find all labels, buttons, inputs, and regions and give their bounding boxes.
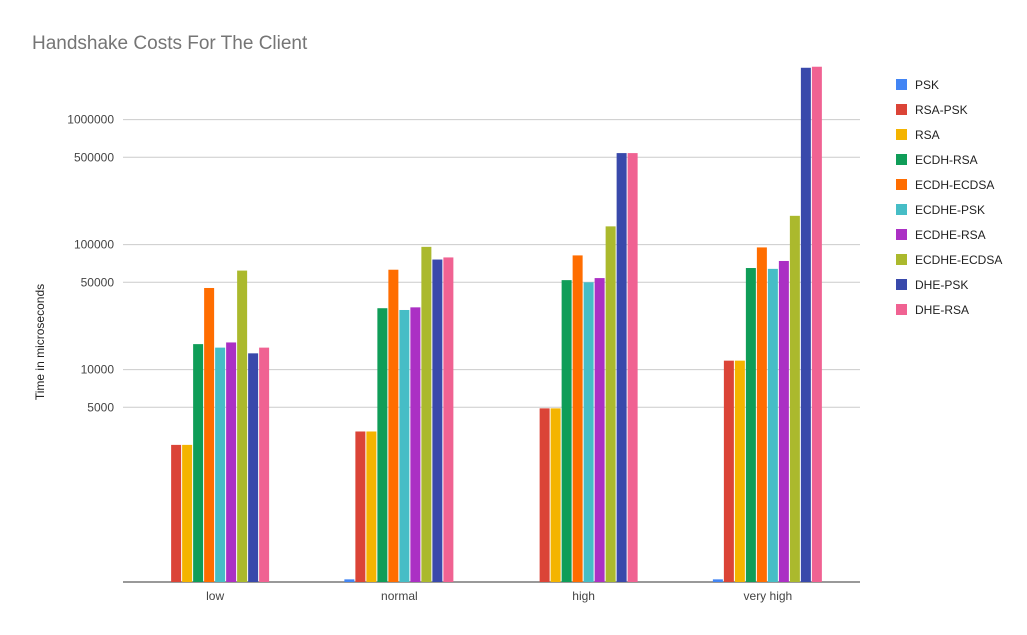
bar-ecdh-rsa-low bbox=[193, 344, 204, 582]
y-tick-label: 1000000 bbox=[67, 113, 114, 127]
bar-dhe-psk-very-high bbox=[800, 67, 811, 583]
bar-psk-very-high bbox=[712, 579, 723, 582]
bar-ecdh-rsa-very-high bbox=[745, 268, 756, 582]
bar-dhe-rsa-very-high bbox=[811, 66, 822, 583]
bar-rsa-high bbox=[550, 408, 561, 582]
legend-label: DHE-RSA bbox=[915, 303, 969, 317]
bar-ecdhe-psk-high bbox=[583, 282, 594, 582]
bar-ecdhe-psk-very-high bbox=[767, 268, 778, 582]
bar-ecdhe-psk-low bbox=[215, 347, 226, 582]
bar-rsa-psk-very-high bbox=[723, 360, 734, 582]
bar-rsa-low bbox=[182, 444, 193, 582]
bar-dhe-rsa-normal bbox=[443, 257, 454, 582]
bar-dhe-psk-low bbox=[248, 353, 259, 582]
bar-rsa-normal bbox=[366, 431, 377, 582]
legend-item-dhe-rsa[interactable]: DHE-RSA bbox=[896, 303, 969, 317]
bar-ecdhe-psk-normal bbox=[399, 309, 410, 582]
legend-label: RSA-PSK bbox=[915, 103, 968, 117]
bar-ecdhe-rsa-very-high bbox=[778, 260, 789, 582]
legend-swatch bbox=[896, 179, 907, 190]
legend-swatch bbox=[896, 154, 907, 165]
legend-label: RSA bbox=[915, 128, 940, 142]
bar-dhe-rsa-low bbox=[259, 347, 270, 582]
legend-label: ECDHE-PSK bbox=[915, 203, 985, 217]
bar-dhe-psk-normal bbox=[432, 259, 443, 582]
x-tick-label: very high bbox=[744, 589, 793, 603]
legend-item-rsa-psk[interactable]: RSA-PSK bbox=[896, 103, 968, 117]
legend-swatch bbox=[896, 279, 907, 290]
legend-label: DHE-PSK bbox=[915, 278, 968, 292]
bar-ecdh-ecdsa-normal bbox=[388, 269, 399, 582]
bar-ecdh-ecdsa-low bbox=[204, 287, 215, 582]
legend-swatch bbox=[896, 254, 907, 265]
x-tick-label: low bbox=[206, 589, 224, 603]
bar-ecdh-rsa-normal bbox=[377, 308, 388, 582]
x-axis-ticks: low normal high very high bbox=[206, 589, 792, 603]
bar-ecdhe-ecdsa-very-high bbox=[789, 215, 800, 583]
legend-label: ECDHE-ECDSA bbox=[915, 253, 1002, 267]
legend-swatch bbox=[896, 104, 907, 115]
bar-ecdhe-rsa-normal bbox=[410, 307, 421, 582]
legend-item-psk[interactable]: PSK bbox=[896, 78, 939, 92]
legend-swatch bbox=[896, 229, 907, 240]
legend-swatch bbox=[896, 129, 907, 140]
bar-dhe-psk-high bbox=[616, 153, 627, 582]
y-tick-label: 5000 bbox=[87, 400, 114, 414]
legend-swatch bbox=[896, 304, 907, 315]
legend-item-ecdh-ecdsa[interactable]: ECDH-ECDSA bbox=[896, 178, 994, 192]
bar-rsa-psk-normal bbox=[355, 431, 366, 582]
legend-label: ECDHE-RSA bbox=[915, 228, 986, 242]
y-tick-label: 10000 bbox=[81, 363, 115, 377]
bar-ecdh-ecdsa-very-high bbox=[756, 247, 767, 583]
legend-label: PSK bbox=[915, 78, 939, 92]
legend-item-dhe-psk[interactable]: DHE-PSK bbox=[896, 278, 968, 292]
legend-item-ecdhe-ecdsa[interactable]: ECDHE-ECDSA bbox=[896, 253, 1002, 267]
bar-rsa-psk-low bbox=[171, 444, 182, 582]
bar-dhe-rsa-high bbox=[627, 153, 638, 582]
x-tick-label: normal bbox=[381, 589, 418, 603]
bar-ecdhe-ecdsa-normal bbox=[421, 246, 432, 582]
legend-item-ecdh-rsa[interactable]: ECDH-RSA bbox=[896, 153, 978, 167]
bar-ecdhe-rsa-low bbox=[226, 342, 237, 582]
bar-ecdh-rsa-high bbox=[561, 280, 572, 582]
bar-ecdhe-ecdsa-high bbox=[605, 226, 616, 582]
chart-title: Handshake Costs For The Client bbox=[32, 33, 308, 54]
y-tick-label: 50000 bbox=[81, 275, 115, 289]
y-tick-label: 100000 bbox=[74, 238, 114, 252]
legend-item-ecdhe-rsa[interactable]: ECDHE-RSA bbox=[896, 228, 986, 242]
bars bbox=[171, 66, 822, 583]
bar-rsa-psk-high bbox=[539, 408, 550, 582]
bar-psk-normal bbox=[344, 579, 355, 582]
legend-label: ECDH-ECDSA bbox=[915, 178, 994, 192]
legend-swatch bbox=[896, 79, 907, 90]
legend-item-rsa[interactable]: RSA bbox=[896, 128, 940, 142]
bar-ecdhe-ecdsa-low bbox=[237, 270, 248, 582]
y-axis-ticks: 5000 10000 50000 100000 500000 1000000 bbox=[67, 113, 114, 415]
y-tick-label: 500000 bbox=[74, 150, 114, 164]
legend[interactable]: PSK RSA-PSK RSA ECDH-RSA ECDH-ECDSA ECDHE-PSK… bbox=[896, 78, 1002, 317]
bar-ecdhe-rsa-high bbox=[594, 278, 605, 582]
legend-swatch bbox=[896, 204, 907, 215]
legend-item-ecdhe-psk[interactable]: ECDHE-PSK bbox=[896, 203, 985, 217]
x-tick-label: high bbox=[572, 589, 595, 603]
bar-ecdh-ecdsa-high bbox=[572, 255, 583, 582]
legend-label: ECDH-RSA bbox=[915, 153, 978, 167]
bar-rsa-very-high bbox=[734, 360, 745, 582]
